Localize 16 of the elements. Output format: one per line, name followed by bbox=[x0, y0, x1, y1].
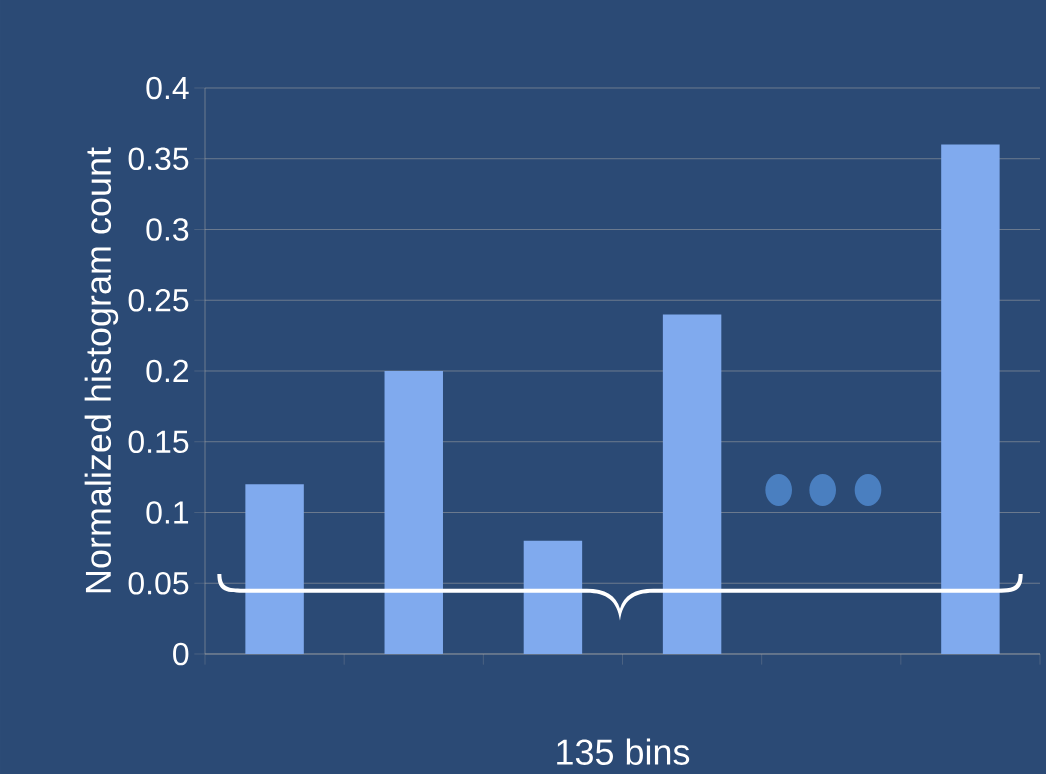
y-tick-label: 0.15 bbox=[128, 430, 189, 454]
y-tick-label: 0.25 bbox=[128, 288, 189, 312]
y-tick-label: 0.05 bbox=[128, 571, 189, 595]
y-tick-label: 0.35 bbox=[128, 147, 189, 171]
y-tick-label: 0.1 bbox=[146, 501, 189, 524]
y-tick-label: 0.2 bbox=[146, 359, 189, 383]
bar bbox=[245, 484, 304, 654]
y-tick-label: 0 bbox=[173, 642, 189, 666]
y-tick-label: 0.4 bbox=[146, 76, 189, 100]
bar bbox=[941, 144, 1000, 654]
bar bbox=[523, 540, 583, 654]
bar bbox=[662, 314, 722, 654]
bar bbox=[384, 370, 443, 654]
x-axis-title: 135 bins bbox=[557, 738, 690, 765]
y-axis-title: Normalized histogram count bbox=[84, 147, 119, 593]
y-tick-label: 0.3 bbox=[146, 218, 189, 241]
